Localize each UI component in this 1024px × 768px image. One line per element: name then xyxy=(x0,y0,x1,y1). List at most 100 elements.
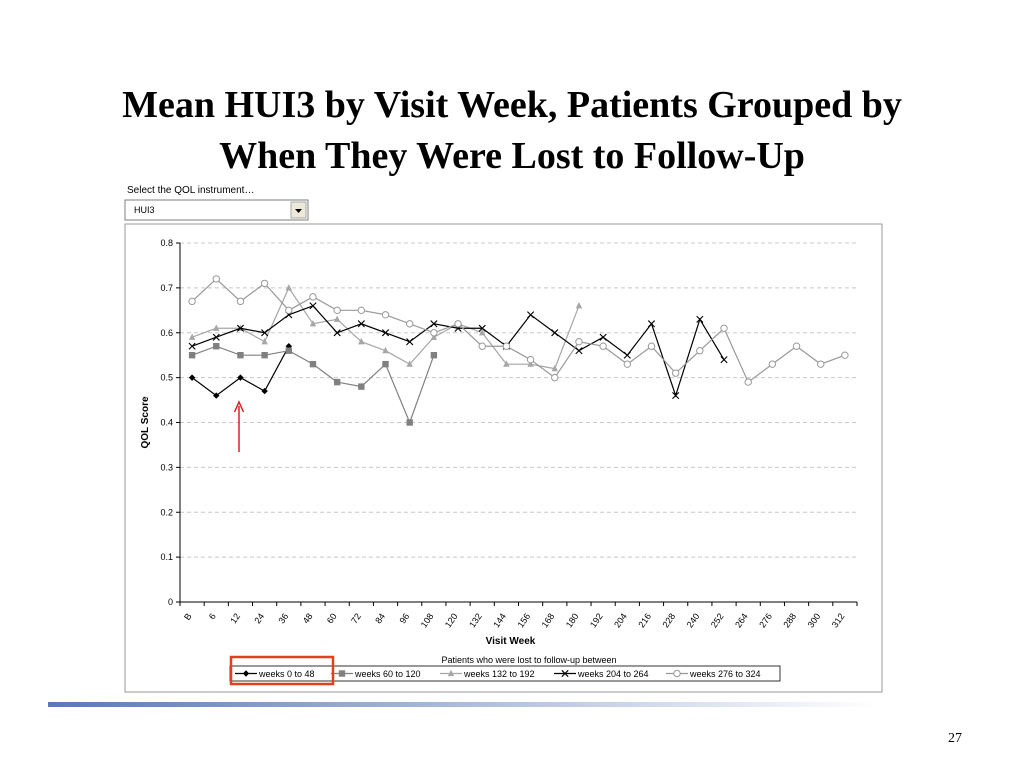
marker xyxy=(212,333,220,341)
y-tick-label: 0.2 xyxy=(160,507,173,517)
y-tick-label: 0.5 xyxy=(160,373,173,383)
legend-label: weeks 132 to 192 xyxy=(463,669,535,679)
marker xyxy=(478,342,486,350)
marker xyxy=(406,338,414,346)
marker xyxy=(285,306,293,315)
marker xyxy=(696,347,704,355)
marker xyxy=(599,333,607,341)
legend-title: Patients who were lost to follow-up betw… xyxy=(441,655,616,665)
marker xyxy=(188,297,196,306)
marker xyxy=(260,279,269,288)
x-axis-title: Visit Week xyxy=(486,636,536,647)
marker xyxy=(309,319,317,327)
annotation-arrowhead xyxy=(233,400,245,413)
marker xyxy=(696,315,704,323)
marker xyxy=(406,360,413,367)
y-tick-label: 0 xyxy=(168,597,173,607)
y-tick-label: 0.3 xyxy=(160,462,173,472)
selector-arrow xyxy=(295,209,302,213)
selector-value[interactable]: HUI3 xyxy=(134,205,155,215)
marker xyxy=(575,347,583,355)
selector-label: Select the QOL instrument… xyxy=(127,185,254,196)
y-tick-label: 0.4 xyxy=(160,418,173,428)
marker xyxy=(430,333,438,340)
marker xyxy=(261,337,268,345)
x-tick-label: 84 xyxy=(373,611,387,625)
legend-marker xyxy=(673,669,681,678)
marker xyxy=(406,419,413,426)
x-tick-label: 60 xyxy=(325,611,339,625)
marker xyxy=(237,351,244,359)
marker xyxy=(212,275,220,283)
marker xyxy=(599,342,607,350)
marker xyxy=(382,346,389,354)
selector-box[interactable] xyxy=(124,199,309,221)
slide-title: Mean HUI3 by Visit Week, Patients Groupe… xyxy=(122,84,902,126)
marker xyxy=(454,320,462,328)
marker xyxy=(309,302,317,310)
y-tick-label: 0.1 xyxy=(160,552,173,562)
marker xyxy=(841,351,849,359)
marker xyxy=(551,373,559,382)
marker xyxy=(236,297,245,306)
marker xyxy=(526,355,535,364)
marker xyxy=(623,351,631,359)
marker xyxy=(478,324,486,332)
marker xyxy=(647,342,656,350)
y-tick-label: 0.8 xyxy=(160,238,173,248)
x-tick-label: 6 xyxy=(207,611,218,621)
marker xyxy=(333,315,341,322)
legend-marker xyxy=(447,669,455,677)
highlight-box xyxy=(229,655,335,686)
marker xyxy=(358,383,365,390)
slide-title: When They Were Lost to Follow-Up xyxy=(219,135,805,177)
x-tick-label: 36 xyxy=(277,611,291,625)
marker xyxy=(551,364,558,372)
legend-label: weeks 276 to 324 xyxy=(689,669,761,679)
marker xyxy=(817,360,825,368)
marker xyxy=(430,320,438,328)
marker xyxy=(623,360,632,368)
marker xyxy=(213,324,220,331)
marker xyxy=(527,360,534,367)
marker xyxy=(261,387,268,395)
marker xyxy=(285,347,293,354)
marker xyxy=(671,369,680,377)
x-tick-label: B xyxy=(182,611,194,622)
marker xyxy=(503,360,510,367)
marker xyxy=(333,329,341,337)
marker xyxy=(430,351,438,359)
marker xyxy=(188,333,196,340)
marker xyxy=(333,378,341,386)
y-tick-label: 0.6 xyxy=(160,328,173,338)
marker xyxy=(382,360,389,368)
marker xyxy=(213,392,220,399)
marker xyxy=(768,360,777,368)
marker xyxy=(357,320,365,328)
marker xyxy=(285,284,293,291)
selector[interactable]: HUI3 xyxy=(124,199,309,221)
marker xyxy=(309,293,317,301)
y-tick-label: 0.7 xyxy=(160,283,173,293)
legend-label: weeks 60 to 120 xyxy=(354,669,421,679)
marker xyxy=(236,324,245,332)
marker xyxy=(213,343,220,350)
marker xyxy=(261,329,269,337)
marker xyxy=(309,360,317,368)
chart: 0 0.1 0.2 0.3 0.4 0.5 0.6 0.7 0.8 B 6 12 24 36 48 60 72 8… xyxy=(140,238,858,682)
marker xyxy=(744,378,752,386)
marker xyxy=(237,374,244,381)
legend-label: weeks 0 to 48 xyxy=(258,669,315,679)
marker xyxy=(381,311,390,319)
marker xyxy=(575,338,583,346)
marker xyxy=(551,329,559,337)
series-line xyxy=(191,278,846,384)
marker xyxy=(792,342,801,350)
marker xyxy=(430,329,438,337)
legend-marker xyxy=(338,670,346,677)
marker xyxy=(502,342,511,350)
footer-rule xyxy=(48,702,878,707)
x-tick-label: 96 xyxy=(397,611,411,625)
marker xyxy=(333,306,341,315)
